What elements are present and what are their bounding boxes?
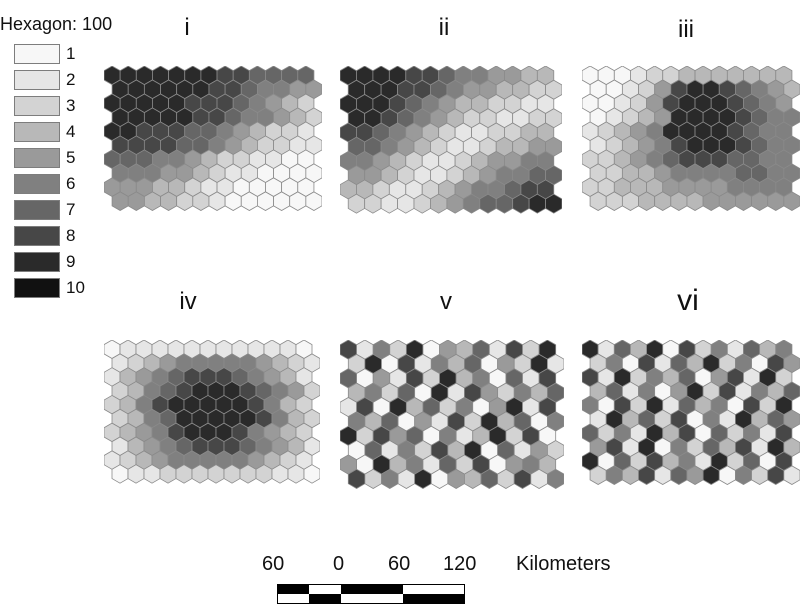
legend-item: 4 (14, 119, 85, 145)
legend-swatch (14, 252, 60, 272)
legend-label: 8 (66, 226, 76, 245)
legend-swatch (14, 148, 60, 168)
legend-title: Hexagon: 100 (0, 14, 113, 34)
hexagon-cell (547, 468, 564, 489)
hex-map-panel-ii (340, 66, 562, 214)
legend: 1 2 3 4 5 6 7 8 9 10 (14, 41, 85, 301)
legend-label: 5 (66, 148, 76, 167)
panel-label-vi: vi (677, 284, 699, 317)
panel-label-i: i (184, 14, 190, 41)
scale-bar-segment (309, 594, 341, 603)
legend-swatch (14, 122, 60, 142)
panel-label-iii: iii (678, 16, 694, 43)
legend-item: 1 (14, 41, 85, 67)
legend-swatch (14, 200, 60, 220)
legend-item: 5 (14, 145, 85, 171)
hexagon-cell (783, 191, 800, 211)
hex-map-panel-iii (582, 66, 800, 211)
panel-label-iv: iv (179, 288, 197, 315)
legend-swatch (14, 44, 60, 64)
hexagon-cell (303, 464, 320, 484)
legend-item: 9 (14, 249, 85, 275)
scale-tick-label: 120 (443, 553, 477, 575)
scale-bar (277, 584, 465, 604)
legend-swatch (14, 174, 60, 194)
hex-map-panel-v (340, 340, 564, 489)
panel-label-v: v (440, 288, 452, 315)
legend-item: 8 (14, 223, 85, 249)
legend-swatch (14, 96, 60, 116)
scale-tick-label: 0 (333, 553, 345, 575)
panel-label-ii: ii (438, 14, 450, 41)
legend-label: 2 (66, 70, 76, 89)
legend-item: 10 (14, 275, 85, 301)
legend-label: 9 (66, 252, 76, 271)
hex-map-panel-vi (582, 340, 800, 485)
legend-item: 7 (14, 197, 85, 223)
legend-label: 7 (66, 200, 76, 219)
hexagon-cell (783, 465, 800, 485)
hex-map-panel-iv (104, 340, 320, 484)
scale-bar-segment (277, 585, 309, 594)
legend-label: 4 (66, 122, 76, 141)
legend-label: 1 (66, 44, 76, 63)
legend-item: 2 (14, 67, 85, 93)
legend-swatch (14, 278, 60, 298)
hex-map-panel-i (104, 66, 322, 211)
legend-label: 10 (66, 278, 85, 297)
legend-label: 3 (66, 96, 76, 115)
legend-label: 6 (66, 174, 76, 193)
scale-bar-segment (341, 585, 403, 594)
scale-tick-label: 60 (388, 553, 411, 575)
scale-tick-label: 60 (262, 553, 285, 575)
scale-unit-label: Kilometers (516, 553, 611, 575)
hexagon-cell (545, 193, 562, 214)
legend-item: 3 (14, 93, 85, 119)
scale-bar-segment (403, 594, 465, 603)
hexagon-cell (305, 191, 322, 211)
legend-item: 6 (14, 171, 85, 197)
legend-swatch (14, 70, 60, 90)
legend-swatch (14, 226, 60, 246)
